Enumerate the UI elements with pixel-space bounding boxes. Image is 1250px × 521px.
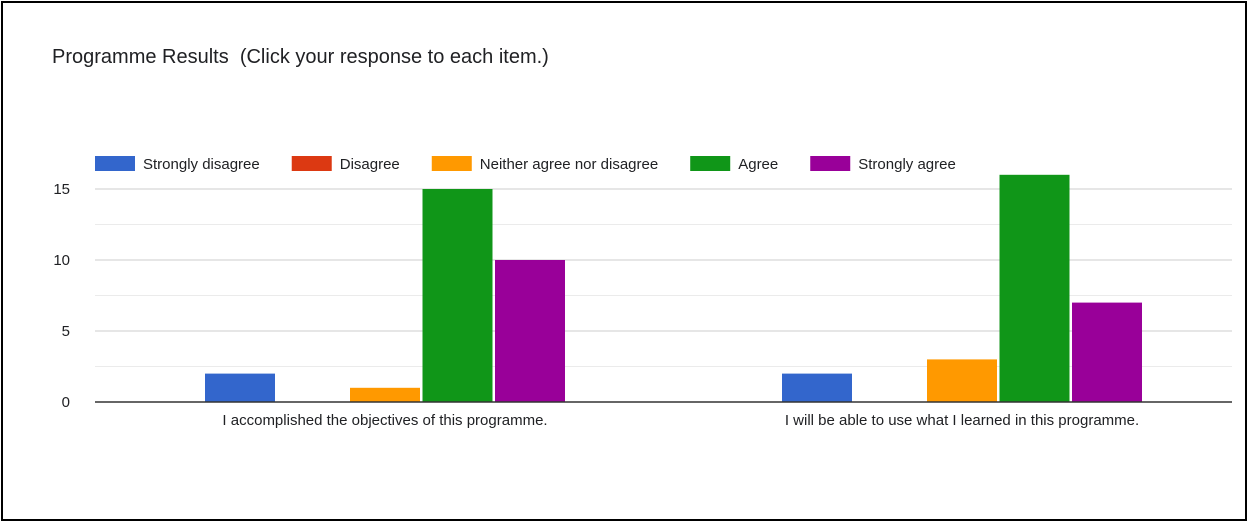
bar-strongly-disagree-2[interactable] <box>782 373 852 402</box>
legend-swatch <box>291 156 332 171</box>
legend-label: Strongly disagree <box>143 156 260 173</box>
legend-swatch <box>810 156 851 171</box>
legend-swatch <box>690 156 731 171</box>
bar-strongly-disagree-1[interactable] <box>205 373 275 402</box>
bar-agree-2[interactable] <box>999 174 1070 402</box>
chart-title: Programme Results (Click your response t… <box>52 46 549 68</box>
legend-item-neither-agree-nor-disagree[interactable]: Neither agree nor disagree <box>431 156 658 173</box>
legend-item-strongly-disagree[interactable]: Strongly disagree <box>95 156 260 173</box>
legend-label: Agree <box>738 156 778 173</box>
legend-item-strongly-agree[interactable]: Strongly agree <box>810 156 956 173</box>
legend-label: Neither agree nor disagree <box>480 156 658 173</box>
x-axis-categories: I accomplished the objectives of this pr… <box>222 412 1139 429</box>
legend-label: Strongly agree <box>858 156 956 173</box>
y-tick-label: 5 <box>62 323 70 340</box>
category-label: I will be able to use what I learned in … <box>785 412 1139 429</box>
bar-neither-agree-nor-disagree-2[interactable] <box>927 359 997 402</box>
y-axis-ticks: 0 5 10 15 <box>53 181 70 411</box>
y-tick-label: 0 <box>62 394 70 411</box>
bars[interactable] <box>205 174 1142 402</box>
legend-label: Disagree <box>340 156 400 173</box>
legend[interactable]: Strongly disagree Disagree Neither agree n… <box>95 156 956 173</box>
bar-chart: 0 5 10 15 I accomplished the objectives of … <box>53 156 1232 429</box>
legend-item-disagree[interactable]: Disagree <box>291 156 400 173</box>
category-label: I accomplished the objectives of this pr… <box>222 412 547 429</box>
bar-strongly-agree-1[interactable] <box>495 260 565 402</box>
y-tick-label: 15 <box>53 181 70 198</box>
y-tick-label: 10 <box>53 252 70 269</box>
bar-strongly-agree-2[interactable] <box>1072 302 1142 402</box>
bar-neither-agree-nor-disagree-1[interactable] <box>350 387 420 402</box>
legend-swatch <box>431 156 472 171</box>
legend-swatch <box>95 156 135 171</box>
legend-item-agree[interactable]: Agree <box>690 156 778 173</box>
bar-agree-1[interactable] <box>422 189 493 402</box>
